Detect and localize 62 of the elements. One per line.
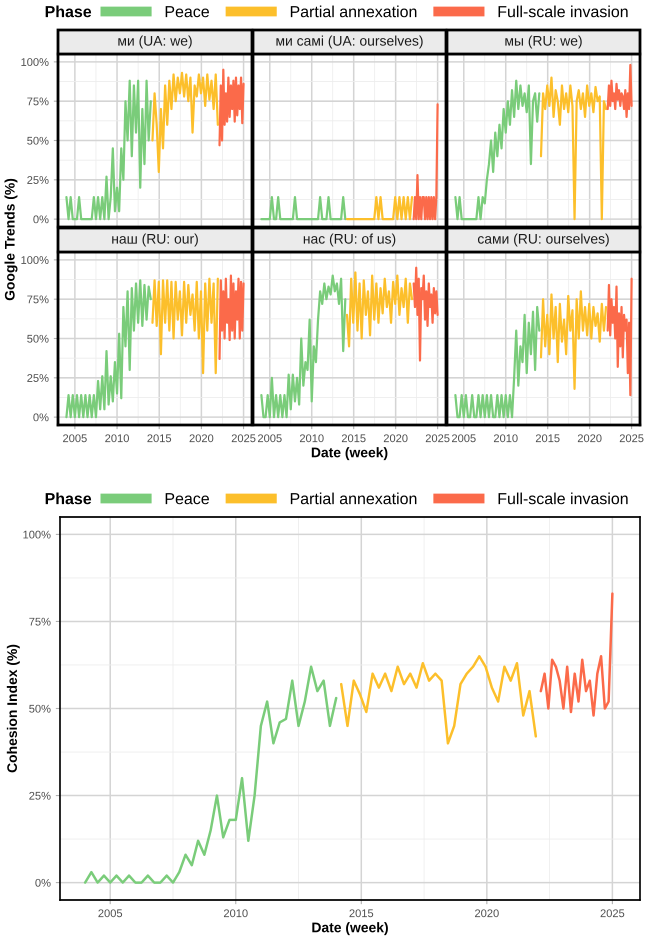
y-tick-label: 100% — [23, 530, 51, 539]
y-axis-title: Cohesion Index (%) — [6, 644, 20, 772]
x-axis-title: Date (week) — [312, 922, 388, 936]
y-tick-label: 100% — [21, 256, 49, 264]
x-tick-label: 2015 — [536, 434, 560, 442]
y-tick-label: 100% — [21, 58, 49, 66]
legend-title: Phase — [46, 6, 92, 18]
legend-label: Full-scale invasion — [498, 492, 628, 504]
x-tick-label: 2005 — [63, 434, 87, 442]
line-series — [540, 592, 614, 717]
x-tick-label: 2010 — [300, 434, 324, 442]
x-tick-label: 2025 — [600, 909, 624, 918]
x-tick-label: 2005 — [258, 434, 282, 442]
legend-label: Peace — [166, 493, 209, 504]
x-tick-label: 2015 — [350, 909, 374, 918]
y-axis-title: Google Trends (%) — [4, 178, 18, 300]
x-tick-label: 2025 — [426, 434, 450, 442]
y-tick-label: 75% — [27, 296, 49, 304]
x-tick-label: 2020 — [475, 909, 499, 918]
y-tick-label: 75% — [29, 618, 51, 626]
x-tick-label: 2020 — [190, 434, 214, 442]
line-series — [151, 72, 219, 174]
y-tick-label: 0% — [33, 215, 49, 224]
x-tick-label: 2020 — [578, 434, 602, 442]
x-tick-label: 2025 — [232, 434, 256, 442]
x-tick-label: 2010 — [494, 434, 518, 442]
legend-title: Phase — [46, 492, 92, 504]
y-tick-label: 25% — [27, 176, 49, 184]
line-series — [151, 278, 219, 374]
legend-label: Partial annexation — [290, 492, 416, 504]
x-tick-label: 2005 — [452, 434, 476, 442]
chart-title: сами (RU: ourselves) — [478, 234, 609, 246]
chart-title: ми самі (UA: ourselves) — [276, 36, 423, 48]
legend-label: Partial annexation — [290, 6, 416, 18]
x-tick-label: 2015 — [342, 434, 366, 442]
legend-label: Full-scale invasion — [498, 6, 628, 18]
chart-title: нас (RU: of us) — [304, 234, 396, 246]
x-tick-label: 2025 — [620, 434, 644, 442]
chart-title: мы (RU: we) — [505, 36, 582, 48]
y-tick-label: 0% — [33, 413, 49, 422]
legend-label: Peace — [166, 6, 209, 18]
x-tick-label: 2020 — [384, 434, 408, 442]
x-tick-label: 2015 — [147, 434, 172, 442]
y-tick-label: 0% — [35, 878, 51, 887]
chart-title: наш (RU: our) — [112, 234, 198, 246]
chart-title: ми (UA: we) — [118, 36, 192, 48]
x-axis-title: Date (week) — [312, 447, 388, 460]
y-tick-label: 50% — [27, 334, 49, 343]
line-series — [65, 80, 152, 220]
line-series — [218, 68, 245, 146]
y-tick-label: 50% — [27, 136, 49, 145]
line-series — [218, 274, 245, 360]
line-series — [340, 655, 538, 745]
y-tick-label: 75% — [27, 98, 49, 106]
x-tick-label: 2010 — [224, 909, 248, 918]
line-series — [84, 665, 338, 884]
x-tick-label: 2005 — [98, 909, 122, 918]
x-tick-label: 2010 — [105, 434, 129, 442]
y-tick-label: 25% — [27, 374, 49, 382]
y-tick-label: 50% — [29, 704, 51, 713]
y-tick-label: 25% — [29, 792, 51, 800]
line-series — [65, 279, 152, 418]
